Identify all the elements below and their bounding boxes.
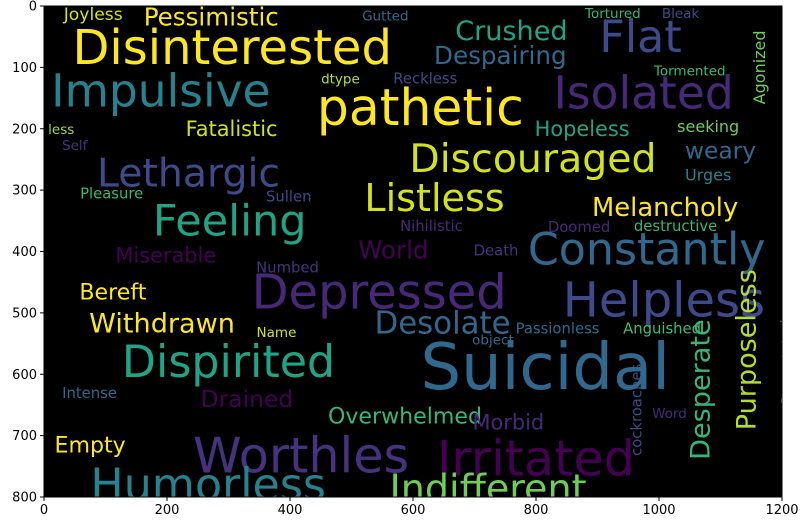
y-tick-label: 0 [29, 0, 37, 15]
word-melancholy: Melancholy [592, 193, 738, 223]
word-tortured: Tortured [584, 6, 641, 22]
word-indifferent: Indifferent [389, 466, 586, 510]
word-self: Self [62, 138, 89, 154]
word-drained: Drained [201, 385, 294, 413]
word-numbed: Numbed [256, 260, 319, 277]
word-worthles: Worthles [193, 426, 409, 484]
y-tick-label: 400 [12, 245, 37, 260]
word-desolate: Desolate [375, 306, 511, 342]
word-bleak: Bleak [662, 6, 700, 22]
word-withdrawn: Withdrawn [89, 309, 235, 340]
word-depressed: Depressed [252, 265, 507, 321]
word-crushed: Crushed [455, 16, 567, 47]
word-doomed: Doomed [548, 219, 610, 236]
word-layer: Joyless Pessimistic Gutted Tortured Bleak Cru… [48, 2, 796, 511]
word-fatalistic: Fatalistic [186, 117, 278, 141]
y-tick-label: 600 [12, 368, 37, 383]
word-dtype: dtype [321, 72, 360, 88]
word-impulsive: Impulsive [51, 64, 270, 117]
word-suicidal: Suicidal [420, 331, 670, 405]
word-object: object [472, 332, 514, 348]
x-tick-label: 600 [401, 503, 426, 518]
word-anguished: Anguished [623, 320, 701, 337]
word-irritated: Irritated [437, 430, 635, 488]
word-urges: Urges [685, 166, 731, 185]
word-intense: Intense [62, 385, 117, 402]
plot-background [44, 6, 782, 497]
x-tick-label: 200 [155, 503, 180, 518]
word-tormented: Tormented [653, 64, 726, 80]
word-world: World [358, 236, 428, 265]
word-overwhelmed: Overwhelmed [328, 404, 482, 430]
word-pessimistic: Pessimistic [144, 2, 279, 31]
word-sullen: Sullen [266, 188, 311, 205]
word-devastated: Devastated [779, 319, 796, 404]
word-listless: Listless [364, 176, 504, 220]
word-weary: weary [685, 137, 756, 165]
x-tick-label: 1200 [765, 503, 798, 518]
word-less: less [48, 122, 74, 138]
word-humorless: Humorless [90, 460, 326, 511]
word-pleasure: Pleasure [80, 185, 143, 202]
word-cockroaches: cockroaches [628, 364, 645, 456]
y-tick-label: 300 [12, 184, 37, 199]
word-bereft: Bereft [79, 280, 146, 306]
x-axis: 0 200 400 600 800 1000 1200 [40, 497, 799, 518]
word-nihilistic: Nihilistic [400, 218, 463, 235]
word-pathetic: pathetic [317, 78, 524, 137]
y-tick-label: 200 [12, 122, 37, 137]
x-tick-label: 800 [524, 503, 549, 518]
word-helpless: Helpless [563, 273, 765, 329]
word-agonized: Agonized [750, 30, 769, 104]
word-purposeless: Purposeless [732, 269, 763, 430]
word-lethargic: Lethargic [97, 151, 280, 197]
y-tick-label: 100 [12, 61, 37, 76]
word-hopeless: Hopeless [535, 117, 630, 141]
word-seeking: seeking [677, 117, 739, 136]
word-disinterested: Disinterested [72, 20, 391, 76]
word-name: Name [257, 325, 297, 341]
y-tick-label: 500 [12, 306, 37, 321]
word-miserable: Miserable [115, 243, 216, 267]
word-despairing: Despairing [434, 41, 567, 70]
x-tick-label: 0 [40, 503, 48, 518]
word-passionless: Passionless [516, 320, 600, 337]
word-desperate: Desperate [686, 319, 717, 460]
word-constantly: Constantly [528, 225, 766, 276]
y-tick-label: 800 [12, 491, 37, 506]
word-word: Word [652, 406, 687, 422]
x-tick-label: 1000 [642, 503, 675, 518]
y-axis: 0 100 200 300 400 500 600 700 800 [12, 0, 44, 506]
y-tick-label: 700 [12, 429, 37, 444]
word-morbid: Morbid [472, 410, 544, 434]
word-discouraged: Discouraged [409, 136, 656, 182]
word-reckless: Reckless [393, 71, 457, 88]
word-empty: Empty [55, 433, 126, 459]
word-dispirited: Dispirited [122, 337, 335, 388]
word-feeling: Feeling [153, 196, 307, 246]
word-destructive: destructive [634, 218, 717, 235]
x-tick-label: 400 [278, 503, 303, 518]
word-isolated: Isolated [554, 67, 734, 120]
word-flat: Flat [599, 12, 681, 63]
word-gutted: Gutted [362, 8, 408, 24]
word-joyless: Joyless [63, 5, 123, 25]
word-death: Death [474, 243, 519, 260]
